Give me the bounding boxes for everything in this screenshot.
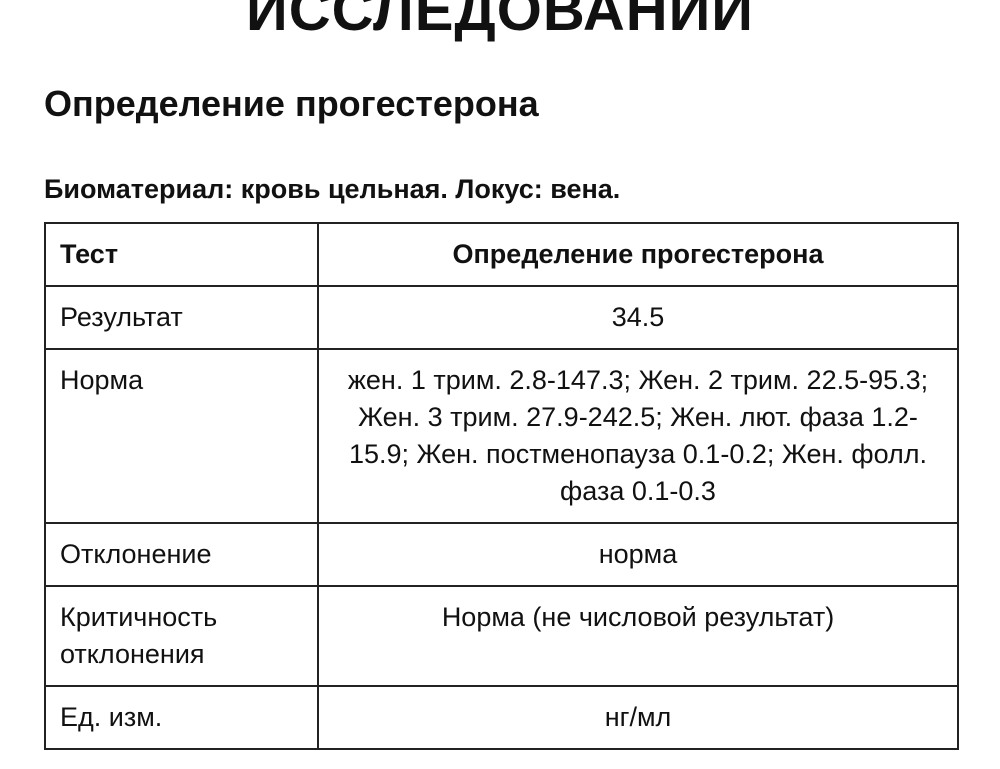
row-value: нг/мл bbox=[317, 685, 959, 750]
table-row: Результат 34.5 bbox=[44, 285, 959, 350]
table-row: Критичность отклонения Норма (не числовой… bbox=[44, 585, 959, 687]
row-value: Норма (не числовой результат) bbox=[317, 585, 959, 687]
header-cell: Тест bbox=[44, 222, 319, 287]
results-table: Тест Определение прогестерона Результат 3… bbox=[44, 222, 959, 750]
section-title: Определение прогестерона bbox=[44, 83, 539, 124]
row-label: Норма bbox=[44, 348, 319, 524]
row-value: 34.5 bbox=[317, 285, 959, 350]
page-heading: ИССЛЕДОВАНИЙ bbox=[246, 0, 754, 43]
table-row: Отклонение норма bbox=[44, 522, 959, 587]
table-row: Норма жен. 1 трим. 2.8-147.3; Жен. 2 трим… bbox=[44, 348, 959, 524]
row-label: Отклонение bbox=[44, 522, 319, 587]
row-value: норма bbox=[317, 522, 959, 587]
row-label: Ед. изм. bbox=[44, 685, 319, 750]
header-cell: Определение прогестерона bbox=[317, 222, 959, 287]
table-header-row: Тест Определение прогестерона bbox=[44, 222, 959, 287]
row-label: Результат bbox=[44, 285, 319, 350]
table-body: Результат 34.5 Норма жен. 1 трим. 2.8-147.3… bbox=[44, 285, 959, 750]
table-row: Ед. изм. нг/мл bbox=[44, 685, 959, 750]
row-label: Критичность отклонения bbox=[44, 585, 319, 687]
row-value: жен. 1 трим. 2.8-147.3; Жен. 2 трим. 22.… bbox=[317, 348, 959, 524]
section-subtitle: Биоматериал: кровь цельная. Локус: вена. bbox=[44, 174, 621, 204]
